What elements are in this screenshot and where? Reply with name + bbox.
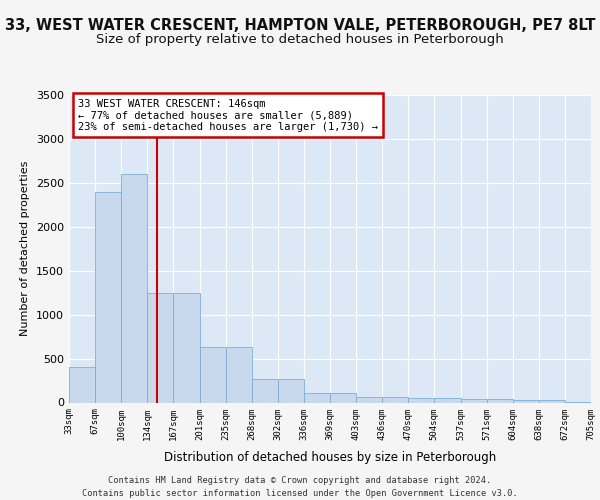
Bar [278, 379, 304, 402]
Bar [226, 347, 252, 403]
Bar [252, 379, 278, 402]
Text: 33, WEST WATER CRESCENT, HAMPTON VALE, PETERBOROUGH, PE7 8LT: 33, WEST WATER CRESCENT, HAMPTON VALE, P… [5, 18, 595, 32]
Bar [330, 393, 356, 402]
Bar [461, 400, 487, 402]
Bar [95, 192, 121, 402]
Bar [356, 397, 382, 402]
Bar [382, 397, 409, 402]
Bar [434, 398, 461, 402]
Y-axis label: Number of detached properties: Number of detached properties [20, 161, 31, 336]
Bar [539, 400, 565, 402]
Bar [121, 174, 148, 402]
Text: Size of property relative to detached houses in Peterborough: Size of property relative to detached ho… [96, 32, 504, 46]
Bar [148, 292, 173, 403]
Bar [487, 400, 513, 402]
Bar [199, 347, 226, 403]
Bar [409, 398, 434, 402]
X-axis label: Distribution of detached houses by size in Peterborough: Distribution of detached houses by size … [164, 450, 496, 464]
Text: Contains HM Land Registry data © Crown copyright and database right 2024.
Contai: Contains HM Land Registry data © Crown c… [82, 476, 518, 498]
Bar [304, 393, 330, 402]
Bar [69, 368, 95, 402]
Text: 33 WEST WATER CRESCENT: 146sqm
← 77% of detached houses are smaller (5,889)
23% : 33 WEST WATER CRESCENT: 146sqm ← 77% of … [78, 98, 378, 132]
Bar [513, 400, 539, 402]
Bar [173, 292, 199, 403]
